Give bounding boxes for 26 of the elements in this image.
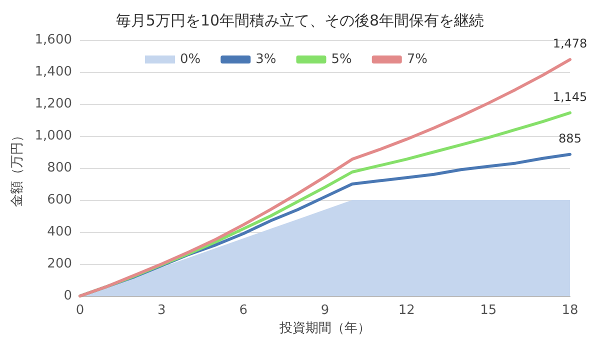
y-tick-label: 200	[47, 256, 72, 272]
legend-label: 7%	[406, 52, 428, 67]
chart-title: 毎月5万円を10年間積み立て、その後8年間保有を継続	[116, 12, 484, 30]
y-tick-label: 1,600	[34, 32, 72, 48]
legend-label: 0%	[180, 52, 201, 67]
x-axis-title: 投資期間（年）	[278, 320, 370, 336]
y-tick-label: 400	[47, 224, 72, 240]
data-label: 885	[558, 131, 582, 146]
x-tick-label: 0	[76, 303, 84, 318]
x-tick-label: 3	[158, 303, 166, 318]
x-tick-label: 18	[562, 303, 578, 318]
x-tick-label: 9	[320, 303, 330, 318]
y-tick-label: 600	[47, 192, 72, 208]
y-tick-label: 1,400	[34, 64, 72, 80]
data-label: 1,478	[552, 36, 588, 51]
x-tick-label: 12	[398, 303, 415, 318]
y-tick-label: 800	[47, 160, 72, 176]
y-axis-title: 金額（万円）	[10, 129, 25, 207]
legend-label: 3%	[256, 52, 276, 67]
y-tick-label: 0	[64, 288, 72, 304]
x-tick-label: 6	[239, 303, 248, 318]
x-tick-label: 15	[480, 303, 497, 318]
y-tick-label: 1,000	[34, 128, 72, 144]
legend-label: 5%	[331, 52, 352, 67]
data-label: 1,145	[552, 90, 588, 104]
y-tick-label: 1,200	[34, 96, 72, 112]
